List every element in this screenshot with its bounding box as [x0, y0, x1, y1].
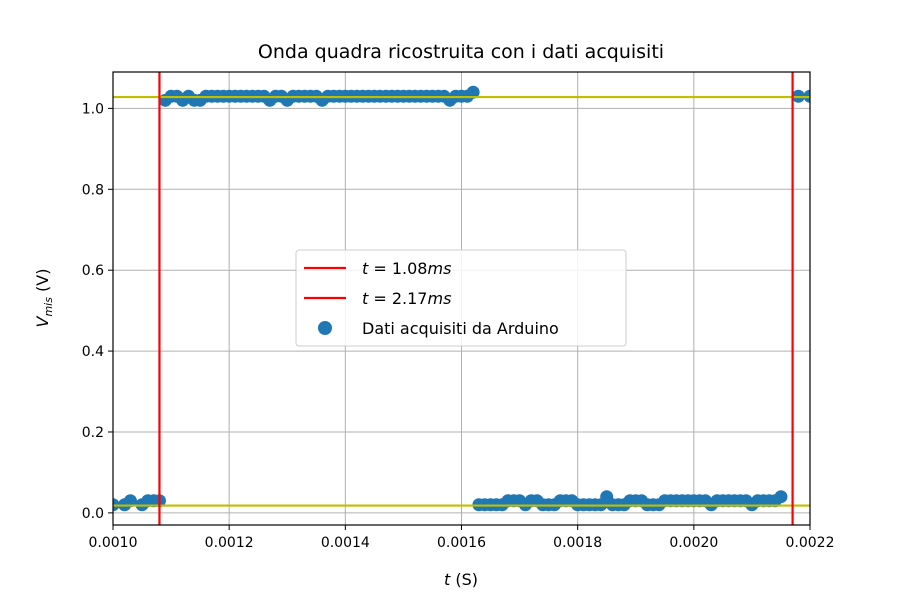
x-axis-label: t (S) [444, 570, 478, 589]
x-tick-label: 0.0012 [205, 535, 254, 551]
reference-lines [113, 72, 810, 525]
y-axis-label-sub: mis [42, 297, 55, 317]
legend: t = 1.08ms t = 2.17ms Dati acquisiti da … [295, 249, 627, 347]
legend-label-vline-1: t = 1.08ms [362, 259, 451, 278]
x-tick-label: 0.0016 [437, 535, 486, 551]
y-axis-ticks: 0.0 0.2 0.4 0.6 0.8 1.0 [82, 101, 113, 522]
x-tick-label: 0.0010 [89, 535, 138, 551]
y-tick-label: 0.6 [82, 263, 104, 279]
y-tick-label: 1.0 [82, 101, 104, 117]
x-axis-label-unit: (S) [450, 570, 478, 589]
x-axis-ticks: 0.0010 0.0012 0.0014 0.0016 0.0018 0.0020 0.00… [89, 525, 835, 551]
x-tick-label: 0.0020 [669, 535, 718, 551]
data-point [466, 85, 480, 99]
chart-title: Onda quadra ricostruita con i dati acqui… [258, 41, 664, 63]
y-axis-label: Vmis (V) [33, 269, 55, 328]
legend-label-vline-2: t = 2.17ms [362, 289, 451, 308]
y-axis-label-unit: (V) [33, 269, 52, 298]
y-tick-label: 0.0 [82, 506, 104, 522]
y-tick-label: 0.2 [82, 425, 104, 441]
y-tick-label: 0.8 [82, 182, 104, 198]
y-axis-label-var: V [33, 315, 52, 327]
x-axis-label-var: t [444, 570, 451, 589]
legend-label-series: Dati acquisiti da Arduino [362, 319, 559, 338]
data-point [123, 494, 137, 508]
data-layer [113, 85, 810, 512]
data-point [774, 490, 788, 504]
legend-box [295, 249, 627, 347]
x-tick-label: 0.0018 [553, 535, 602, 551]
y-tick-label: 0.4 [82, 344, 104, 360]
legend-swatch-series [318, 321, 332, 335]
x-tick-label: 0.0022 [786, 535, 835, 551]
x-tick-label: 0.0014 [321, 535, 370, 551]
